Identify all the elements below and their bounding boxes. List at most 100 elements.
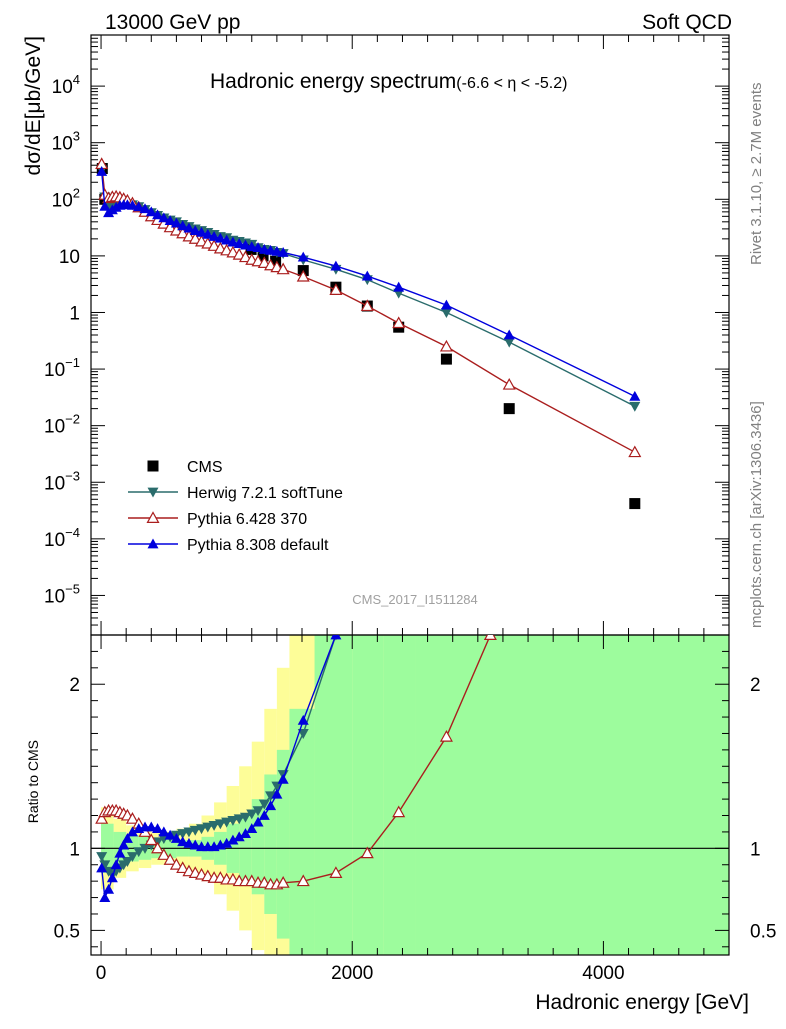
main-y-tick-label: 10−1 [44,355,80,381]
data-point [361,270,373,281]
data-point [440,353,452,365]
ratio-y-tick-label: 0.5 [54,921,80,942]
ratio-point [227,816,239,826]
data-point [233,238,245,248]
ratio-point [133,847,145,858]
main-y-tick-label: 102 [52,185,80,211]
data-point [221,234,233,245]
data-point [202,228,214,239]
ratio-point [176,861,190,874]
data-point [183,222,195,233]
main-y-tick-base: 10 [44,530,65,551]
main-y-tick-exponent: −3 [65,468,80,483]
ratio-point [103,883,115,894]
plot-title-main: Hadronic energy spectrum [210,70,456,93]
ratio-point [114,847,126,858]
ratio-point [158,826,170,837]
x-tick-label: 0 [96,963,107,984]
data-point [188,232,202,244]
ratio-point [271,788,283,799]
ratio-point [265,800,277,811]
ratio-point [202,822,214,833]
ratio-point [126,852,138,863]
data-point [503,403,515,415]
data-point [238,250,252,263]
ratio-point [233,831,245,842]
ratio-point [208,820,220,831]
ratio-point [227,834,239,845]
series-line-pythia-8-308-default [100,171,636,397]
legend-marker [147,538,159,549]
data-point [239,239,251,250]
ratio-point [252,806,264,817]
ratio-point [106,872,118,883]
ratio-point [183,837,195,848]
data-point [201,236,215,249]
data-point [189,225,201,235]
main-y-tick-base: 10 [44,586,65,607]
data-point [257,256,271,268]
ratio-point [121,832,133,843]
data-point [252,242,264,253]
main-y-tick-label: 10−5 [44,581,80,607]
main-series [95,157,642,510]
ratio-series-pythia-6-428-370 [95,635,497,890]
ratio-point [118,839,130,850]
x-axis-label: Hadronic energy [GeV] [535,991,749,1014]
data-point [145,206,157,217]
data-point [296,269,310,282]
legend-marker [146,511,160,524]
data-point [176,226,190,239]
mcplots-label: mcplots.cern.ch [arXiv:1306.3436] [748,401,765,628]
main-y-tick-exponent: −4 [65,525,80,540]
ratio-point [96,852,108,863]
data-point [628,445,642,458]
data-point [629,401,641,412]
ratio-point [144,833,158,846]
ratio-point [95,812,109,824]
data-point [214,232,226,243]
ratio-y-tick-label-right: 0.5 [750,921,776,942]
main-y-tick-exponent: 2 [73,185,80,200]
ratio-point [246,823,258,834]
ratio-point [239,812,251,823]
legend-item-herwig-7-2-1-softtune: Herwig 7.2.1 softTune [128,485,343,502]
main-y-tick-base: 10 [44,360,65,381]
main-y-tick-base: 1 [69,303,80,324]
ratio-y-label: Ratio to CMS [25,740,41,823]
ratio-point [483,635,497,641]
ratio-point [121,857,133,867]
data-point [297,251,309,262]
ratio-point [214,819,226,830]
ratio-point [439,730,453,742]
data-point [277,246,289,257]
data-point [133,201,145,212]
data-point [276,262,290,275]
series-pythia-6-428-370 [95,157,642,458]
data-point [177,220,189,231]
data-point [360,299,374,312]
data-point [629,498,641,510]
data-point [152,209,164,220]
ratio-point [169,858,183,870]
ratio-point [297,714,309,725]
ratio-point [157,848,171,860]
main-y-tick-exponent: −5 [65,581,80,596]
ratio-point [189,839,201,850]
ratio-inner-band-bin [289,708,315,955]
main-y-tick-exponent: −1 [65,355,80,370]
ratio-inner-band-bin [352,635,384,955]
main-y-tick-label: 103 [52,129,80,155]
series-cms [96,163,641,510]
ratio-point [177,836,189,847]
ratio-point [265,791,277,802]
ratio-point [258,799,270,810]
data-point [96,165,108,176]
data-point [164,215,176,226]
main-y-tick-label: 10−3 [44,468,80,494]
ratio-point [329,866,343,878]
data-point [330,260,342,271]
ratio-point [110,859,122,870]
ratio-inner-band-bin [415,635,729,955]
